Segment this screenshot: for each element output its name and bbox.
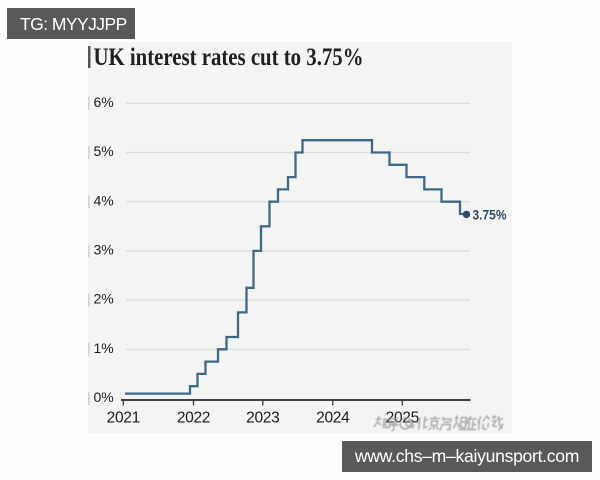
svg-text:1%: 1% [94, 340, 114, 356]
svg-text:0%: 0% [94, 389, 114, 405]
svg-text:4%: 4% [94, 192, 114, 208]
svg-text:6%: 6% [94, 94, 114, 110]
svg-text:2024: 2024 [316, 409, 350, 426]
svg-text:3.75%: 3.75% [473, 208, 507, 223]
svg-text:2023: 2023 [246, 409, 279, 426]
svg-text:2021: 2021 [107, 409, 140, 426]
svg-text:5%: 5% [94, 143, 114, 159]
svg-text:3%: 3% [94, 242, 114, 258]
svg-text:2022: 2022 [177, 409, 210, 426]
svg-text:2%: 2% [94, 291, 114, 307]
svg-text:UK interest rates cut to 3.75%: UK interest rates cut to 3.75% [94, 44, 364, 71]
